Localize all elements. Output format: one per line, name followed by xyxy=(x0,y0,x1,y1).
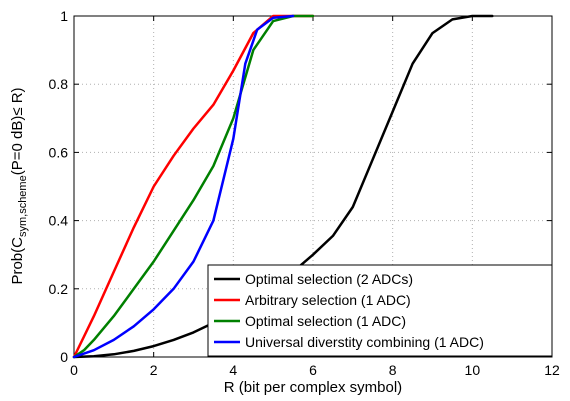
y-axis-label-prefix: Prob(C xyxy=(9,237,26,285)
x-tick-label: 8 xyxy=(389,362,397,378)
x-tick-label: 6 xyxy=(309,362,317,378)
x-tick-label: 2 xyxy=(150,362,158,378)
series-line-4 xyxy=(72,14,295,359)
y-tick-label: 0.4 xyxy=(49,213,69,229)
x-tick-label: 0 xyxy=(70,362,78,378)
y-tick-label: 0.8 xyxy=(49,76,69,92)
x-tick-label: 12 xyxy=(544,362,560,378)
series-line-3 xyxy=(72,14,315,359)
y-tick-label: 0.6 xyxy=(49,144,69,160)
legend-label-2: Arbitrary selection (1 ADC) xyxy=(245,292,411,308)
legend: Optimal selection (2 ADCs) Arbitrary sele… xyxy=(207,264,553,357)
legend-box xyxy=(207,264,553,357)
y-axis-label: Prob(Csym,scheme(P=0 dB)≤ R) xyxy=(9,87,29,284)
y-tick-label: 0 xyxy=(60,349,68,365)
y-tick-label: 0.2 xyxy=(49,281,69,297)
y-axis-label-suffix: (P=0 dB)≤ R) xyxy=(9,87,26,175)
x-axis-label: R (bit per complex symbol) xyxy=(224,379,402,396)
legend-label-4: Universal diverstity combining (1 ADC) xyxy=(245,334,484,350)
y-tick-label: 1 xyxy=(60,8,68,24)
legend-label-1: Optimal selection (2 ADCs) xyxy=(245,271,413,287)
y-axis-label-subscript: sym,scheme xyxy=(17,175,29,237)
x-tick-label: 4 xyxy=(229,362,237,378)
x-tick-label: 10 xyxy=(465,362,481,378)
legend-label-3: Optimal selection (1 ADC) xyxy=(245,313,406,329)
